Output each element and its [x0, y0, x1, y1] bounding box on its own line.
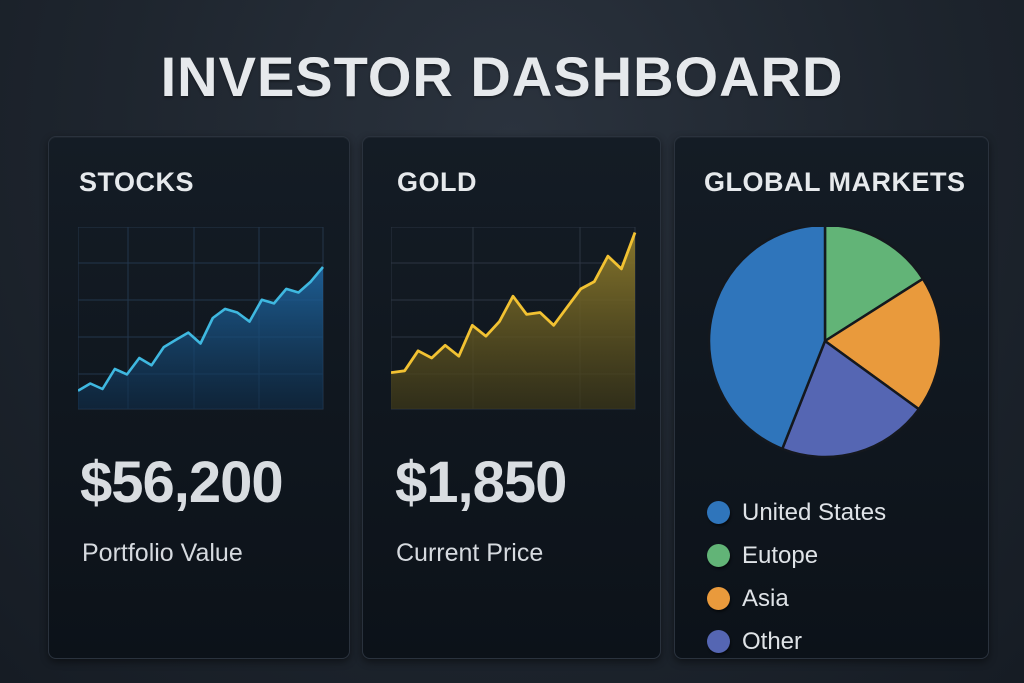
global-markets-card-title: GLOBAL MARKETS	[704, 167, 966, 197]
portfolio-value-label: Portfolio Value	[82, 539, 243, 567]
stocks-card-title: STOCKS	[79, 167, 195, 197]
legend-label: Other	[742, 627, 803, 655]
legend-label: Asia	[742, 584, 789, 612]
pie-slice-eutope[interactable]	[823, 227, 925, 344]
other-color-dot-icon	[707, 630, 730, 653]
gold-price-label: Current Price	[396, 539, 544, 567]
legend-label: Eutope	[742, 541, 819, 569]
asia-color-dot-icon	[707, 587, 730, 610]
gold-line-chart	[391, 227, 637, 410]
pie-slice-asia[interactable]	[822, 277, 943, 411]
pie-legend: United States Eutope Asia Other	[707, 491, 886, 663]
stocks-line-chart	[78, 227, 324, 410]
legend-item-europe[interactable]: Eutope	[707, 534, 886, 577]
global-markets-pie-chart	[707, 227, 943, 459]
pie-slice-united-states[interactable]	[707, 227, 827, 451]
pie-slice-other[interactable]	[780, 339, 921, 459]
united-states-color-dot-icon	[707, 501, 730, 524]
legend-label: United States	[742, 498, 887, 526]
legend-item-united-states[interactable]: United States	[707, 491, 886, 534]
gold-card[interactable]: GOLD $1,850 Current Price	[362, 136, 661, 659]
legend-item-asia[interactable]: Asia	[707, 577, 886, 620]
gold-price-value: $1,850	[395, 450, 567, 515]
portfolio-value: $56,200	[80, 450, 284, 515]
europe-color-dot-icon	[707, 544, 730, 567]
gold-card-title: GOLD	[397, 167, 477, 197]
legend-item-other[interactable]: Other	[707, 620, 886, 663]
stocks-card[interactable]: STOCKS $56,200 Portfolio Value	[48, 136, 350, 659]
page-title: INVESTOR DASHBOARD	[160, 45, 844, 108]
global-markets-card[interactable]: GLOBAL MARKETS United States Eutope Asia…	[674, 136, 989, 659]
